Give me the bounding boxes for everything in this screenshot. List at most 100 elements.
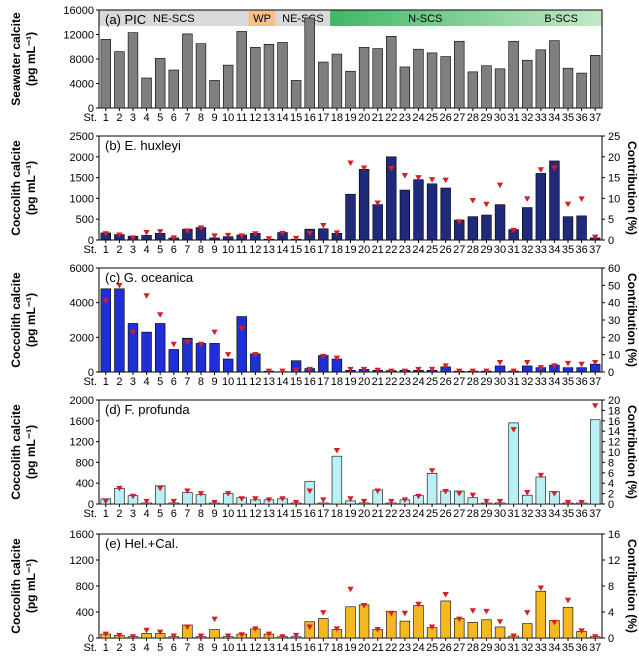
contribution-marker bbox=[578, 196, 585, 202]
y2-tick-label: 5 bbox=[608, 214, 614, 226]
station-label: 15 bbox=[290, 376, 302, 388]
station-label: 34 bbox=[548, 508, 560, 520]
contribution-marker bbox=[306, 488, 313, 494]
station-label: 31 bbox=[508, 112, 520, 124]
station-label: 22 bbox=[385, 112, 397, 124]
bar bbox=[481, 619, 492, 639]
y2-axis-label: Contribution (%) bbox=[625, 539, 639, 633]
bar bbox=[168, 69, 179, 109]
region-band bbox=[248, 10, 276, 26]
y2-axis-label: Contribution (%) bbox=[625, 141, 639, 235]
y-tick-label: 1200 bbox=[70, 555, 94, 567]
contribution-marker bbox=[306, 366, 313, 373]
contribution-marker bbox=[551, 165, 558, 172]
contribution-marker bbox=[360, 603, 368, 609]
contribution-marker bbox=[551, 491, 558, 497]
station-label: 32 bbox=[521, 244, 533, 256]
station-label: 6 bbox=[171, 642, 177, 654]
y-axis-units: (pg mL⁻¹) bbox=[24, 559, 38, 613]
station-label: 21 bbox=[372, 508, 384, 520]
bar bbox=[454, 40, 465, 109]
contribution-marker bbox=[524, 490, 531, 496]
contribution-marker bbox=[320, 222, 327, 229]
region-band bbox=[99, 10, 249, 26]
station-label: 7 bbox=[184, 244, 190, 256]
station-prefix: St. bbox=[84, 508, 97, 520]
station-label: 14 bbox=[276, 244, 288, 256]
contribution-marker bbox=[564, 360, 572, 367]
panel-label: (d) F. profunda bbox=[105, 402, 190, 417]
station-label: 31 bbox=[508, 642, 520, 654]
contribution-marker bbox=[347, 586, 354, 593]
station-label: 28 bbox=[467, 244, 479, 256]
bar bbox=[318, 228, 329, 241]
station-label: 19 bbox=[344, 508, 356, 520]
y-tick-label: 800 bbox=[76, 457, 94, 469]
contribution-marker bbox=[360, 498, 368, 505]
station-label: 21 bbox=[372, 244, 384, 256]
station-label: 34 bbox=[548, 112, 560, 124]
station-label: 7 bbox=[184, 112, 190, 124]
station-label: 19 bbox=[344, 642, 356, 654]
y2-tick-label: 16 bbox=[608, 529, 620, 541]
bar bbox=[195, 343, 207, 373]
station-label: 14 bbox=[276, 642, 288, 654]
station-label: 17 bbox=[317, 112, 329, 124]
y2-axis-label: Contribution (%) bbox=[625, 273, 639, 367]
contribution-marker bbox=[510, 633, 517, 640]
station-label: 31 bbox=[508, 508, 520, 520]
station-label: 10 bbox=[222, 244, 234, 256]
y-axis-units: (pg mL⁻¹) bbox=[24, 32, 38, 86]
panel-label: (c) G. oceanica bbox=[105, 270, 194, 285]
station-label: 2 bbox=[116, 508, 122, 520]
contribution-marker bbox=[116, 632, 123, 639]
station-label: 29 bbox=[480, 508, 492, 520]
bar bbox=[209, 343, 220, 373]
y2-tick-label: 12 bbox=[608, 437, 620, 449]
y2-tick-label: 4 bbox=[608, 607, 614, 619]
station-label: 18 bbox=[331, 508, 343, 520]
contribution-marker bbox=[211, 233, 218, 239]
y-axis-label: Coccolith calcite bbox=[9, 404, 23, 500]
bar bbox=[562, 67, 574, 109]
y-tick-label: 1600 bbox=[70, 416, 94, 428]
station-label: 17 bbox=[317, 244, 329, 256]
y2-tick-label: 10 bbox=[608, 447, 620, 459]
y-tick-label: 12000 bbox=[63, 30, 94, 42]
contribution-marker bbox=[496, 359, 504, 366]
contribution-marker bbox=[496, 182, 504, 189]
station-label: 24 bbox=[412, 112, 424, 124]
station-label: 5 bbox=[157, 112, 163, 124]
station-label: 4 bbox=[144, 642, 150, 654]
contribution-marker bbox=[197, 341, 205, 348]
bar bbox=[440, 600, 451, 639]
station-label: 1 bbox=[103, 642, 109, 654]
bar bbox=[522, 365, 533, 373]
contribution-marker bbox=[129, 634, 137, 640]
bar bbox=[372, 204, 383, 241]
contribution-marker bbox=[442, 489, 449, 495]
station-label: 7 bbox=[184, 376, 190, 388]
bar bbox=[426, 473, 438, 505]
bar bbox=[304, 17, 315, 109]
y-axis-label: Coccolith calcite bbox=[9, 140, 23, 236]
station-label: 22 bbox=[385, 642, 397, 654]
region-label: WP bbox=[253, 13, 271, 25]
station-label: 12 bbox=[249, 244, 261, 256]
y2-tick-label: 20 bbox=[608, 332, 620, 344]
y-axis-label: Coccolith calcite bbox=[9, 538, 23, 634]
station-label: 16 bbox=[304, 642, 316, 654]
bar bbox=[535, 49, 547, 109]
contribution-marker bbox=[252, 626, 259, 632]
contribution-marker bbox=[292, 367, 300, 374]
bar bbox=[127, 32, 139, 109]
station-label: 32 bbox=[521, 642, 533, 654]
contribution-marker bbox=[388, 498, 395, 505]
station-label: 2 bbox=[116, 244, 122, 256]
bar bbox=[154, 58, 166, 109]
station-label: 5 bbox=[157, 376, 163, 388]
bar bbox=[318, 618, 329, 639]
station-label: 2 bbox=[116, 112, 122, 124]
y2-tick-label: 40 bbox=[608, 298, 620, 310]
y2-tick-label: 4 bbox=[608, 478, 614, 490]
